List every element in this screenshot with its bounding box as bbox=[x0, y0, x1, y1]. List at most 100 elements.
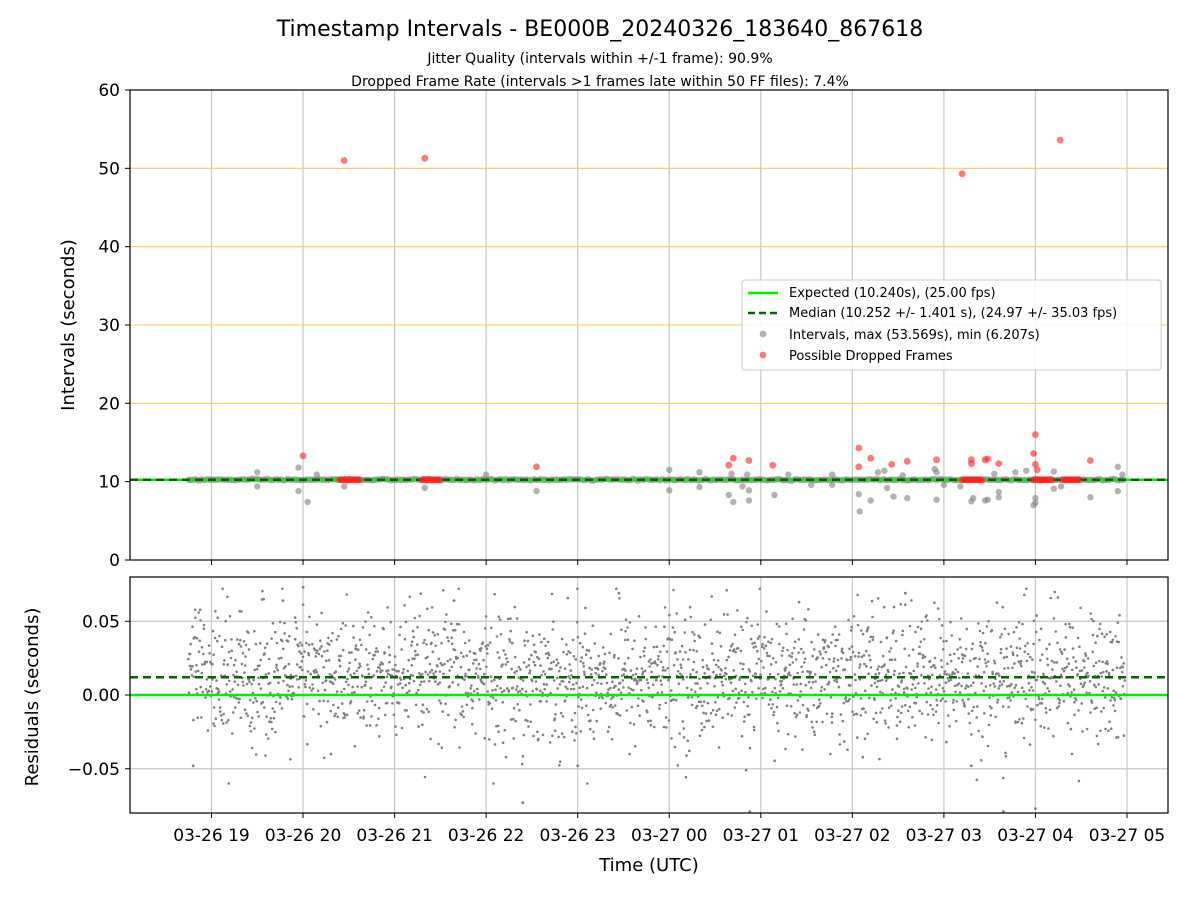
residual-point bbox=[356, 711, 360, 715]
residual-point bbox=[998, 684, 1001, 687]
residual-point bbox=[940, 665, 944, 669]
residual-point bbox=[428, 671, 432, 674]
residual-point bbox=[302, 715, 306, 718]
residual-point bbox=[656, 691, 659, 695]
residual-point bbox=[187, 657, 190, 661]
residual-point bbox=[997, 672, 1000, 675]
residual-point bbox=[846, 699, 850, 703]
residual-point bbox=[642, 700, 645, 703]
residual-point bbox=[543, 672, 547, 676]
residual-point bbox=[522, 661, 526, 664]
residual-point bbox=[554, 712, 557, 716]
residual-point bbox=[759, 673, 762, 676]
residual-point bbox=[863, 662, 866, 666]
residual-point bbox=[1036, 675, 1040, 678]
residual-point bbox=[236, 638, 239, 641]
residual-point bbox=[644, 637, 648, 641]
residual-point bbox=[862, 654, 866, 657]
residual-point bbox=[832, 657, 836, 660]
legend-dropped-swatch bbox=[759, 351, 767, 359]
residual-point bbox=[369, 686, 373, 690]
residual-point bbox=[546, 656, 550, 660]
residual-point bbox=[477, 676, 480, 679]
residual-point bbox=[682, 736, 686, 739]
residual-point bbox=[551, 734, 554, 737]
residual-point bbox=[572, 683, 575, 686]
residual-point bbox=[1002, 679, 1006, 683]
residual-point bbox=[385, 669, 388, 673]
residual-point bbox=[868, 640, 871, 643]
residual-point bbox=[475, 658, 478, 662]
residual-point bbox=[417, 688, 420, 692]
residual-point bbox=[959, 617, 963, 620]
residual-point bbox=[344, 713, 347, 717]
residual-point bbox=[454, 718, 457, 722]
residual-point bbox=[1111, 668, 1115, 672]
residual-point bbox=[440, 642, 443, 645]
residual-point bbox=[956, 670, 960, 674]
residual-point bbox=[762, 666, 765, 669]
residual-point bbox=[231, 732, 234, 735]
residual-point bbox=[771, 657, 775, 660]
residual-point bbox=[527, 657, 531, 661]
residual-point bbox=[639, 655, 642, 659]
residual-point bbox=[478, 698, 481, 701]
residual-point bbox=[803, 661, 806, 664]
residual-point bbox=[643, 646, 647, 650]
residual-point bbox=[659, 650, 662, 654]
residual-point bbox=[882, 605, 886, 609]
residual-point bbox=[867, 672, 870, 675]
residual-point bbox=[349, 700, 353, 703]
residual-point bbox=[311, 683, 314, 686]
residual-point bbox=[583, 632, 587, 635]
residual-point bbox=[894, 639, 898, 643]
residual-point bbox=[504, 653, 507, 656]
residual-point bbox=[998, 680, 1002, 683]
residual-point bbox=[673, 630, 676, 634]
residual-point bbox=[1117, 640, 1120, 644]
residual-point bbox=[329, 752, 333, 756]
residual-point bbox=[586, 782, 589, 785]
residual-point bbox=[914, 630, 917, 634]
residual-point bbox=[714, 713, 718, 716]
residual-point bbox=[528, 669, 532, 672]
residual-point bbox=[876, 597, 880, 600]
residual-point bbox=[1085, 727, 1089, 731]
residual-point bbox=[350, 651, 353, 654]
residual-point bbox=[797, 651, 800, 654]
residual-point bbox=[1052, 617, 1056, 620]
residual-point bbox=[940, 624, 944, 627]
residual-point bbox=[693, 633, 696, 636]
residual-point bbox=[1044, 707, 1048, 710]
residual-point bbox=[819, 702, 822, 705]
residual-point bbox=[501, 741, 505, 744]
residual-point bbox=[541, 691, 544, 695]
residual-point bbox=[607, 688, 610, 691]
interval-point bbox=[881, 467, 888, 474]
residual-point bbox=[743, 682, 747, 686]
residual-point bbox=[1083, 681, 1086, 684]
residual-point bbox=[534, 651, 537, 654]
residual-point bbox=[657, 675, 661, 678]
residual-point bbox=[441, 710, 445, 713]
residual-point bbox=[807, 608, 810, 611]
residual-point bbox=[1083, 666, 1086, 669]
x-tick-label: 03-26 20 bbox=[265, 826, 341, 846]
residual-point bbox=[627, 656, 630, 660]
residual-point bbox=[710, 595, 713, 598]
residual-point bbox=[269, 716, 273, 720]
residual-point bbox=[305, 641, 308, 645]
residual-point bbox=[1051, 668, 1054, 671]
residual-point bbox=[792, 646, 796, 650]
residual-point bbox=[361, 626, 365, 629]
dropped-frame-point bbox=[984, 455, 992, 463]
residual-point bbox=[754, 672, 758, 676]
residual-point bbox=[281, 587, 284, 591]
residual-point bbox=[812, 648, 816, 651]
residual-point bbox=[320, 645, 323, 648]
residual-point bbox=[457, 683, 460, 686]
residual-point bbox=[452, 599, 456, 602]
residual-point bbox=[1085, 691, 1088, 695]
residual-point bbox=[786, 648, 789, 652]
residual-point bbox=[1092, 664, 1096, 668]
